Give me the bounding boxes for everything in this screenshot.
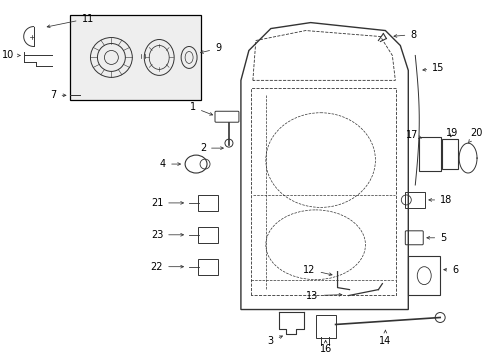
Text: 13: 13 — [306, 291, 341, 301]
Text: 21: 21 — [150, 198, 183, 208]
Text: 11: 11 — [47, 14, 94, 28]
FancyBboxPatch shape — [69, 15, 201, 100]
Text: 2: 2 — [200, 143, 223, 153]
Text: 6: 6 — [443, 265, 457, 275]
Text: 23: 23 — [150, 230, 183, 240]
Text: 5: 5 — [426, 233, 446, 243]
Text: 16: 16 — [319, 340, 331, 354]
Text: 1: 1 — [189, 102, 212, 115]
Text: 19: 19 — [445, 128, 457, 138]
Text: 14: 14 — [379, 330, 391, 346]
Text: 22: 22 — [150, 262, 183, 272]
Text: 8: 8 — [393, 30, 416, 40]
Text: 3: 3 — [267, 336, 282, 346]
Text: 18: 18 — [428, 195, 451, 205]
Text: 4: 4 — [160, 159, 180, 169]
Text: 20: 20 — [467, 128, 482, 143]
Text: 17: 17 — [405, 130, 421, 140]
Text: 12: 12 — [303, 265, 331, 275]
Text: 9: 9 — [200, 44, 221, 54]
Text: 10: 10 — [1, 50, 20, 60]
Text: 7: 7 — [50, 90, 66, 100]
Text: 15: 15 — [422, 63, 444, 73]
